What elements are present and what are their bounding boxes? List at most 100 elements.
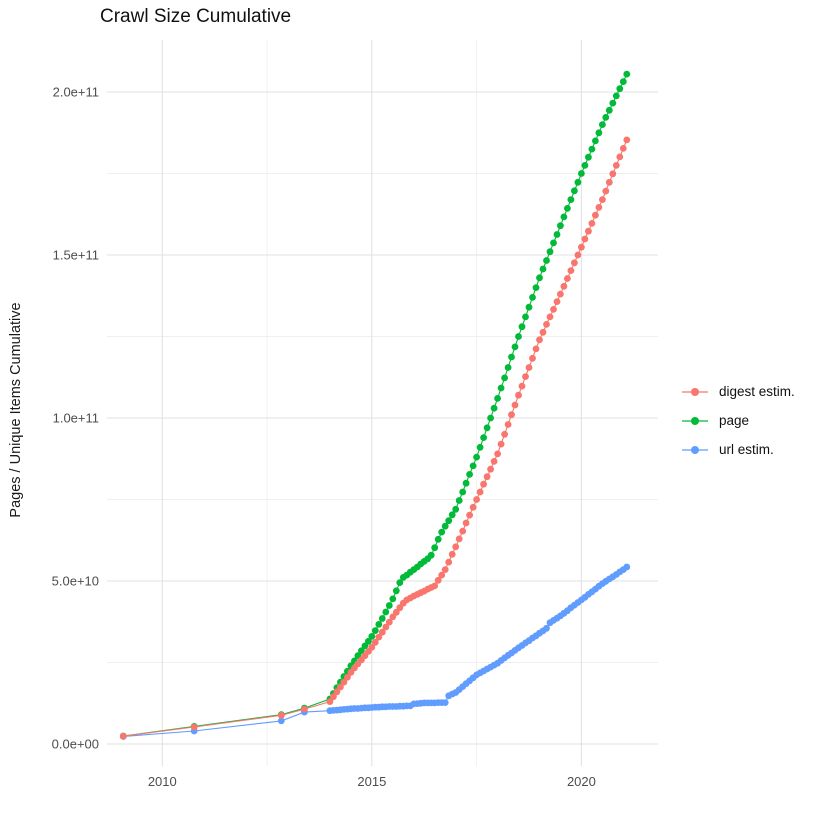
- legend-key-digest-icon: [682, 387, 708, 396]
- data-point: [557, 290, 564, 298]
- data-point: [469, 462, 477, 470]
- gridlines-major: [107, 40, 658, 766]
- data-point: [326, 698, 334, 705]
- y-tick-label: 2.0e+11: [53, 85, 99, 100]
- data-point: [536, 274, 543, 282]
- data-point: [459, 527, 467, 535]
- data-point: [438, 528, 446, 536]
- data-point: [588, 220, 596, 227]
- data-point: [455, 535, 463, 543]
- data-point: [571, 187, 578, 195]
- x-tick-label: 2010: [148, 774, 177, 789]
- data-point: [452, 505, 460, 513]
- legend-label-url-estim: url estim.: [719, 442, 774, 457]
- data-point: [595, 129, 603, 137]
- legend-item-digest-estim: digest estim.: [681, 377, 795, 406]
- data-point: [382, 623, 390, 631]
- x-tick-labels: 2010 2015 2020: [148, 774, 596, 789]
- legend-label-page: page: [719, 413, 750, 428]
- data-point: [574, 178, 582, 186]
- data-point: [452, 543, 460, 551]
- y-tick-label: 0.0e+00: [52, 737, 99, 752]
- legend-key-url-estim-icon: [682, 445, 708, 454]
- data-point: [358, 647, 365, 655]
- data-point: [378, 615, 386, 622]
- data-point: [581, 162, 589, 169]
- data-point: [574, 251, 582, 259]
- data-point: [619, 145, 627, 152]
- data-point: [612, 92, 620, 100]
- data-point: [602, 187, 610, 195]
- data-point: [619, 78, 627, 85]
- data-point: [504, 421, 512, 428]
- data-point: [441, 699, 449, 706]
- data-point: [389, 613, 397, 621]
- data-point: [494, 450, 501, 458]
- data-point: [301, 705, 308, 713]
- data-point: [438, 571, 446, 579]
- data-point: [469, 503, 477, 511]
- data-point: [529, 354, 536, 362]
- data-point: [277, 711, 285, 719]
- data-point: [487, 465, 494, 473]
- data-point: [543, 624, 550, 632]
- data-point: [389, 595, 397, 603]
- data-point: [529, 294, 536, 301]
- data-point: [532, 345, 540, 353]
- data-point: [609, 99, 617, 107]
- legend-item-url-estim: url estim.: [681, 435, 795, 464]
- data-point: [532, 284, 540, 291]
- data-point: [602, 114, 610, 121]
- x-tick-label: 2015: [357, 774, 386, 789]
- data-point: [119, 732, 127, 740]
- data-point: [546, 313, 554, 321]
- data-point: [490, 458, 498, 465]
- data-point: [564, 275, 571, 282]
- y-tick-label: 1.5e+11: [53, 248, 99, 263]
- data-point: [462, 519, 470, 527]
- data-point: [434, 576, 442, 584]
- data-point: [515, 333, 522, 340]
- x-tick-label: 2020: [567, 774, 596, 789]
- data-point: [344, 673, 351, 681]
- data-point: [361, 642, 369, 650]
- data-point: [337, 683, 344, 691]
- data-point: [578, 170, 585, 177]
- data-point: [448, 511, 456, 519]
- data-point: [483, 424, 491, 432]
- data-point: [382, 608, 390, 616]
- data-point: [595, 204, 603, 211]
- data-point: [546, 248, 554, 256]
- data-point: [441, 566, 449, 573]
- data-point: [522, 373, 529, 380]
- data-point: [536, 336, 543, 344]
- data-point: [378, 628, 386, 636]
- data-point: [605, 178, 613, 186]
- data-point: [539, 265, 547, 273]
- gridlines-minor: [107, 40, 658, 766]
- data-point: [375, 621, 383, 628]
- data-point: [585, 227, 592, 235]
- data-point: [623, 563, 631, 571]
- y-axis-title: Pages / Unique Items Cumulative: [8, 302, 24, 518]
- data-point: [550, 306, 557, 313]
- legend-item-page: page: [681, 406, 795, 435]
- data-point: [525, 303, 533, 311]
- data-point: [385, 618, 393, 626]
- data-point: [518, 382, 526, 390]
- data-point: [564, 205, 571, 212]
- data-point: [560, 282, 568, 290]
- data-point: [371, 638, 379, 646]
- data-point: [385, 602, 393, 609]
- data-point: [427, 551, 435, 559]
- data-point: [560, 213, 568, 221]
- data-point: [553, 231, 561, 238]
- data-point: [396, 579, 404, 586]
- data-point: [333, 688, 341, 696]
- data-point: [623, 70, 631, 78]
- data-point: [592, 137, 599, 145]
- data-point: [459, 488, 467, 496]
- data-point: [368, 633, 376, 640]
- data-point: [553, 298, 561, 305]
